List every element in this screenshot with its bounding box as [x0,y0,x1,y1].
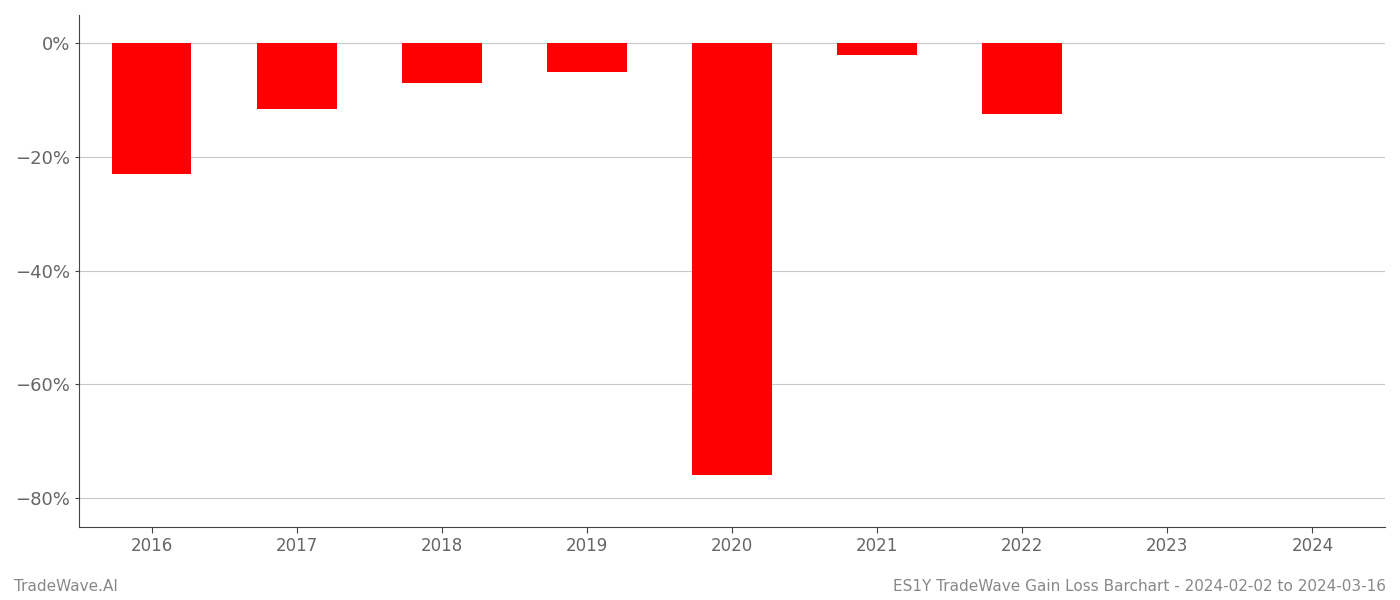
Bar [547,43,627,72]
Text: TradeWave.AI: TradeWave.AI [14,579,118,594]
Bar [692,43,771,475]
Bar [256,43,336,109]
Text: ES1Y TradeWave Gain Loss Barchart - 2024-02-02 to 2024-03-16: ES1Y TradeWave Gain Loss Barchart - 2024… [893,579,1386,594]
Bar [837,43,917,55]
Bar [983,43,1063,115]
Bar [402,43,482,83]
Bar [112,43,192,174]
